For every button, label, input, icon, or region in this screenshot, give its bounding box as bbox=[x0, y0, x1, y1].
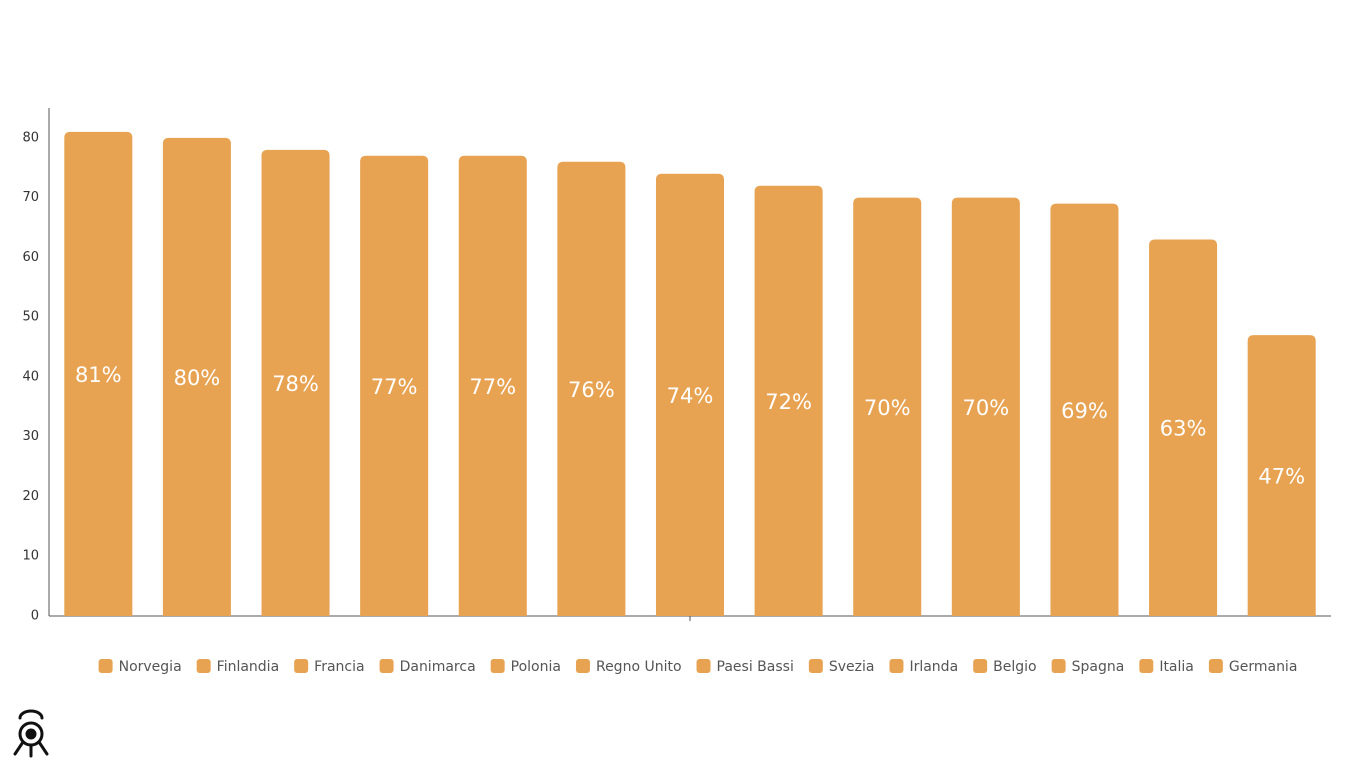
legend-swatch bbox=[490, 659, 505, 673]
bar bbox=[458, 155, 527, 616]
legend-swatch bbox=[1208, 659, 1223, 673]
y-tick-label: 80 bbox=[22, 130, 39, 145]
legend-swatch bbox=[973, 659, 988, 673]
y-tick-label: 40 bbox=[22, 369, 39, 384]
y-tick-label: 0 bbox=[31, 609, 39, 624]
y-tick-label: 20 bbox=[22, 489, 39, 504]
legend-label: Regno Unito bbox=[596, 659, 682, 675]
logo bbox=[13, 709, 49, 758]
legend-swatch bbox=[575, 659, 590, 673]
bar bbox=[951, 197, 1020, 616]
legend-swatch bbox=[196, 659, 211, 673]
value-label: 69% bbox=[1061, 399, 1108, 423]
value-label: 47% bbox=[1258, 465, 1305, 489]
value-label: 81% bbox=[75, 363, 122, 387]
legend-label: Spagna bbox=[1072, 659, 1125, 675]
legend-label: Belgio bbox=[993, 659, 1036, 675]
value-label: 78% bbox=[272, 372, 319, 396]
value-label: 72% bbox=[765, 390, 812, 414]
legend-swatch bbox=[294, 659, 309, 673]
logo-arc bbox=[18, 709, 44, 720]
legend: Norvegia Finlandia Francia Danimarca Polonia… bbox=[98, 659, 1298, 675]
legend-label: Danimarca bbox=[400, 659, 476, 675]
bar bbox=[754, 185, 823, 616]
legend-label: Francia bbox=[314, 659, 364, 675]
value-label: 74% bbox=[667, 384, 714, 408]
legend-label: Norvegia bbox=[119, 659, 182, 675]
bar bbox=[1050, 203, 1119, 616]
legend-label: Irlanda bbox=[909, 659, 958, 675]
legend-swatch bbox=[98, 659, 113, 673]
bar bbox=[261, 149, 330, 616]
legend-label: Finlandia bbox=[217, 659, 280, 675]
legend-swatch bbox=[808, 659, 823, 673]
logo-eye bbox=[25, 728, 37, 740]
legend-swatch bbox=[889, 659, 904, 673]
value-label: 80% bbox=[174, 366, 221, 390]
legend-label: Paesi Bassi bbox=[717, 659, 794, 675]
y-tick-label: 30 bbox=[22, 429, 39, 444]
bar bbox=[655, 173, 725, 616]
y-tick-label: 60 bbox=[22, 250, 39, 265]
value-label: 77% bbox=[371, 375, 418, 399]
legend-label: Polonia bbox=[511, 659, 561, 675]
value-label: 70% bbox=[963, 396, 1010, 420]
bar bbox=[360, 155, 429, 616]
legend-label: Italia bbox=[1159, 659, 1194, 675]
bar bbox=[557, 161, 626, 616]
value-label: 76% bbox=[568, 378, 615, 402]
bar bbox=[64, 131, 133, 616]
value-label: 70% bbox=[864, 396, 911, 420]
bar bbox=[1149, 239, 1218, 616]
legend-swatch bbox=[1051, 659, 1066, 673]
y-tick-label: 10 bbox=[22, 549, 39, 564]
bar bbox=[162, 137, 231, 616]
bar bbox=[853, 197, 922, 616]
logo-legs bbox=[13, 740, 49, 758]
legend-swatch bbox=[696, 659, 711, 673]
bar bbox=[1247, 335, 1316, 616]
value-label: 77% bbox=[469, 375, 516, 399]
y-tick-label: 70 bbox=[22, 190, 39, 205]
y-tick-label: 50 bbox=[22, 310, 39, 325]
value-label: 63% bbox=[1160, 417, 1207, 441]
legend-swatch bbox=[1139, 659, 1154, 673]
legend-label: Svezia bbox=[829, 659, 875, 675]
legend-label: Germania bbox=[1229, 659, 1298, 675]
legend-swatch bbox=[379, 659, 394, 673]
